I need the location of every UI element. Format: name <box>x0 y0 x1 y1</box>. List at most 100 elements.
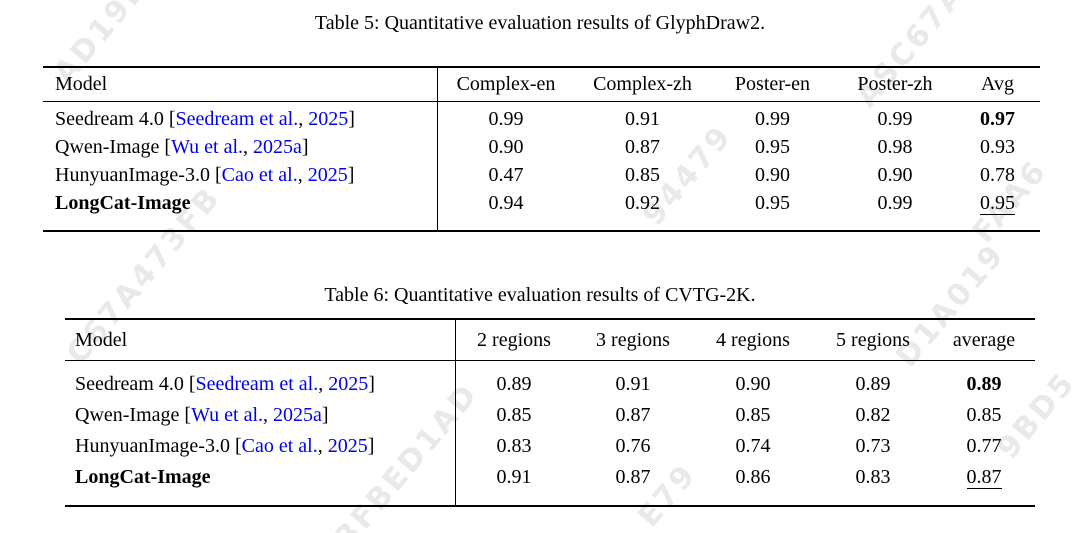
bracket-close: ] <box>301 136 309 158</box>
citation-year-link[interactable]: 2025 <box>308 108 349 130</box>
model-cell: LongCat-Image <box>43 189 437 217</box>
model-name: Qwen-Image [ <box>55 136 172 158</box>
model-name: Seedream 4.0 [ <box>55 108 176 130</box>
value-cell: 0.82 <box>855 404 891 426</box>
value-cell: 0.90 <box>755 164 790 186</box>
citation-separator: , <box>298 108 309 130</box>
value-cell: 0.90 <box>735 373 771 395</box>
column-header-poster-en: Poster-en <box>734 73 811 95</box>
value-cell-best: 0.97 <box>980 108 1015 130</box>
table-row: HunyuanImage-3.0 [Cao et al., 2025] 0.47… <box>43 161 1040 189</box>
citation-link[interactable]: Wu et al. <box>191 404 264 426</box>
value-cell: 0.73 <box>855 435 891 457</box>
citation-separator: , <box>318 373 329 395</box>
value-cell: 0.89 <box>496 373 532 395</box>
model-cell: HunyuanImage-3.0 [Cao et al., 2025] <box>65 431 455 462</box>
model-name: LongCat-Image <box>55 192 191 214</box>
citation-year-link[interactable]: 2025a <box>253 136 302 158</box>
model-cell: Seedream 4.0 [Seedream et al., 2025] <box>65 369 455 400</box>
bracket-close: ] <box>347 164 355 186</box>
column-header-2-regions: 2 regions <box>477 329 551 351</box>
value-cell: 0.85 <box>966 404 1002 426</box>
value-cell: 0.47 <box>488 164 524 186</box>
table-row: LongCat-Image 0.94 0.92 0.95 0.99 0.95 <box>43 189 1040 217</box>
table-row: Seedream 4.0 [Seedream et al., 2025] 0.9… <box>43 105 1040 133</box>
column-header-3-regions: 3 regions <box>596 329 670 351</box>
value-cell: 0.90 <box>488 136 524 158</box>
model-name: Seedream 4.0 [ <box>75 373 196 395</box>
citation-link[interactable]: Cao et al. <box>221 164 298 186</box>
table6-body: Seedream 4.0 [Seedream et al., 2025] 0.8… <box>65 361 1035 505</box>
column-header-avg: Avg <box>981 73 1014 95</box>
value-cell: 0.85 <box>496 404 532 426</box>
bracket-close: ] <box>348 108 355 130</box>
value-cell: 0.86 <box>735 466 771 488</box>
table-row: Qwen-Image [Wu et al., 2025a] 0.85 0.87 … <box>65 400 1035 431</box>
table-row: LongCat-Image 0.91 0.87 0.86 0.83 0.87 <box>65 462 1035 493</box>
column-header-4-regions: 4 regions <box>716 329 790 351</box>
citation-link[interactable]: Cao et al. <box>241 435 318 457</box>
citation-year-link[interactable]: 2025a <box>273 404 322 426</box>
column-header-model: Model <box>75 329 128 351</box>
column-header-complex-en: Complex-en <box>456 73 556 95</box>
value-cell: 0.87 <box>615 404 651 426</box>
citation-separator: , <box>243 136 254 158</box>
value-cell: 0.83 <box>855 466 891 488</box>
value-cell: 0.90 <box>877 164 913 186</box>
value-cell: 0.74 <box>735 435 771 457</box>
value-cell-best: 0.89 <box>966 373 1002 395</box>
column-header-poster-zh: Poster-zh <box>857 73 933 95</box>
value-cell-second-best: 0.95 <box>955 189 1040 217</box>
column-header-5-regions: 5 regions <box>836 329 910 351</box>
citation-year-link[interactable]: 2025 <box>307 164 348 186</box>
table-row: HunyuanImage-3.0 [Cao et al., 2025] 0.83… <box>65 431 1035 462</box>
value-cell: 0.77 <box>966 435 1002 457</box>
value-cell: 0.87 <box>615 466 651 488</box>
model-cell: HunyuanImage-3.0 [Cao et al., 2025] <box>43 161 437 189</box>
value-cell: 0.93 <box>980 136 1015 158</box>
citation-year-link[interactable]: 2025 <box>327 435 368 457</box>
table5-header-row: Model Complex-en Complex-zh Poster-en Po… <box>43 68 1040 102</box>
value-cell: 0.99 <box>877 192 913 214</box>
value-cell: 0.99 <box>488 108 524 130</box>
value-cell: 0.99 <box>877 108 913 130</box>
table6-column-divider <box>455 320 456 505</box>
citation-year-link[interactable]: 2025 <box>328 373 369 395</box>
citation-link[interactable]: Wu et al. <box>171 136 244 158</box>
value-cell-second-best: 0.87 <box>933 462 1035 493</box>
model-name: Qwen-Image [ <box>75 404 192 426</box>
value-cell: 0.83 <box>496 435 532 457</box>
value-cell: 0.85 <box>625 164 660 186</box>
bracket-close: ] <box>321 404 329 426</box>
value-cell: 0.92 <box>625 192 660 214</box>
value-cell: 0.89 <box>855 373 891 395</box>
table6: Model 2 regions 3 regions 4 regions 5 re… <box>65 318 1035 507</box>
value-cell: 0.91 <box>625 108 660 130</box>
model-cell: Seedream 4.0 [Seedream et al., 2025] <box>43 105 437 133</box>
citation-separator: , <box>297 164 308 186</box>
table5-body: Seedream 4.0 [Seedream et al., 2025] 0.9… <box>43 102 1040 230</box>
column-header-average: average <box>952 329 1016 351</box>
citation-link[interactable]: Seedream et al. <box>175 108 299 130</box>
model-name: HunyuanImage-3.0 [ <box>55 164 222 186</box>
table-row: Seedream 4.0 [Seedream et al., 2025] 0.8… <box>65 369 1035 400</box>
value-cell: 0.91 <box>496 466 532 488</box>
table6-header-row: Model 2 regions 3 regions 4 regions 5 re… <box>65 320 1035 361</box>
model-name: LongCat-Image <box>75 466 211 488</box>
model-cell: Qwen-Image [Wu et al., 2025a] <box>65 400 455 431</box>
table5-caption: Table 5: Quantitative evaluation results… <box>314 12 766 34</box>
value-cell: 0.99 <box>755 108 790 130</box>
table5: Model Complex-en Complex-zh Poster-en Po… <box>43 66 1040 232</box>
citation-separator: , <box>263 404 274 426</box>
model-cell: LongCat-Image <box>65 462 455 493</box>
table-row: Qwen-Image [Wu et al., 2025a] 0.90 0.87 … <box>43 133 1040 161</box>
bracket-close: ] <box>368 373 375 395</box>
column-header-model: Model <box>55 73 108 95</box>
value-cell: 0.91 <box>615 373 651 395</box>
value-cell: 0.95 <box>755 136 790 158</box>
citation-link[interactable]: Seedream et al. <box>195 373 319 395</box>
underlined-value: 0.95 <box>980 192 1015 215</box>
value-cell: 0.85 <box>735 404 771 426</box>
bracket-close: ] <box>367 435 375 457</box>
